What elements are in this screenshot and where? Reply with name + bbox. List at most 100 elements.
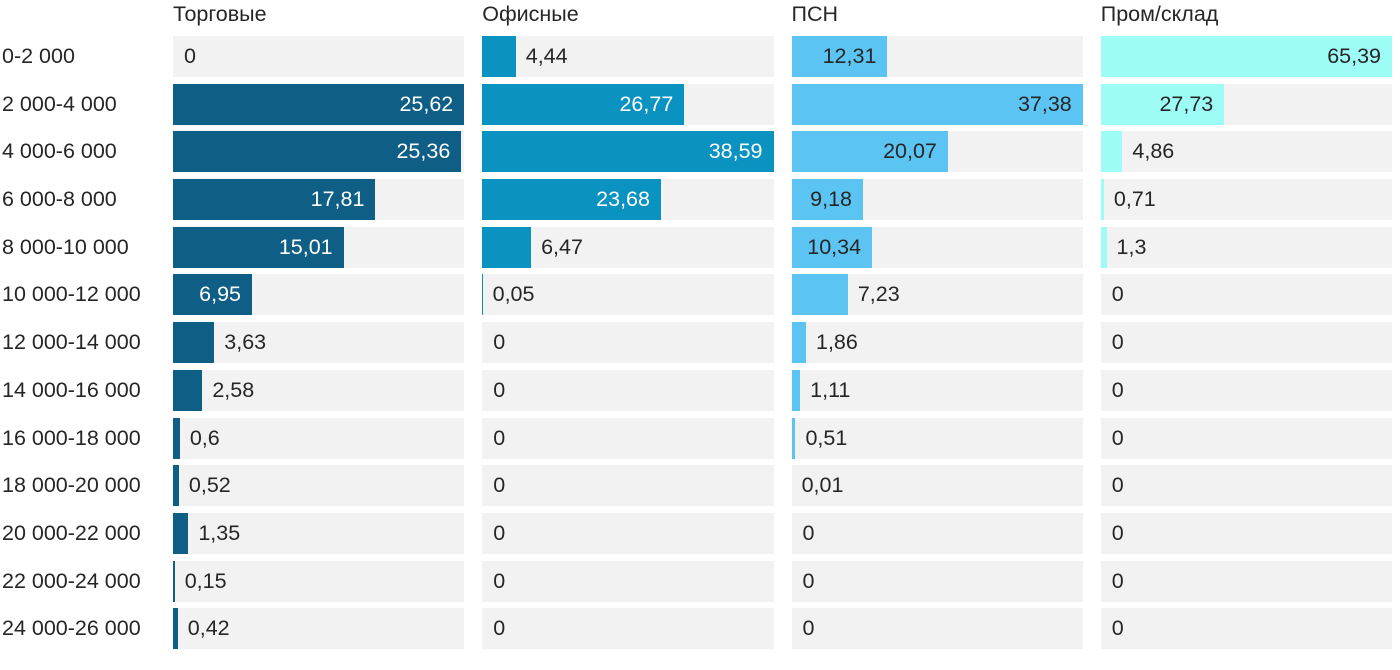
bar-track: 2,58 xyxy=(173,369,465,411)
bar: 10,34 xyxy=(791,226,873,268)
bar-value-label: 6,95 xyxy=(199,282,241,307)
bar-track: 10,34 xyxy=(791,226,1083,268)
bar-value-label: 23,68 xyxy=(596,187,650,212)
bar-track: 0 xyxy=(1100,417,1392,459)
category-label: 18 000-20 000 xyxy=(2,473,141,498)
column-header-ofisnye: Офисные xyxy=(482,2,579,26)
bar-value-label: 0 xyxy=(1111,425,1124,450)
bar: 20,07 xyxy=(791,131,948,173)
bar xyxy=(791,322,806,364)
bar-track: 9,18 xyxy=(791,179,1083,221)
bar-value-label: 26,77 xyxy=(619,91,674,116)
bar-value-label: 7,23 xyxy=(857,282,900,307)
bar-track: 0 xyxy=(791,512,1083,554)
bar-value-label: 0 xyxy=(802,616,815,641)
bar-track: 0 xyxy=(1100,369,1392,411)
bar-track: 3,63 xyxy=(173,322,465,364)
bar-track: 65,39 xyxy=(1100,36,1392,77)
column-header-torgovye: Торговые xyxy=(173,2,267,26)
category-label: 10 000-12 000 xyxy=(2,282,141,307)
bar-value-label: 4,44 xyxy=(525,44,568,68)
bar-track: 6,47 xyxy=(482,226,774,268)
category-label: 14 000-16 000 xyxy=(2,377,141,402)
bar-track: 38,59 xyxy=(482,131,774,173)
bar-value-label: 6,47 xyxy=(541,234,583,259)
bar-value-label: 4,86 xyxy=(1132,139,1175,164)
bar-track: 0 xyxy=(1100,608,1392,650)
bar: 26,77 xyxy=(482,83,685,125)
bar: 25,36 xyxy=(173,131,462,173)
bar: 23,68 xyxy=(482,179,661,221)
bar xyxy=(173,608,178,650)
bar-value-label: 1,11 xyxy=(810,377,851,402)
bar: 12,31 xyxy=(791,36,888,77)
bar xyxy=(173,417,180,459)
bar-value-label: 25,36 xyxy=(396,139,451,164)
bar-track: 0 xyxy=(482,369,774,411)
bar-track: 1,3 xyxy=(1100,226,1392,268)
bar-value-label: 3,63 xyxy=(224,330,267,355)
bar-value-label: 0 xyxy=(1111,473,1124,498)
bar-value-label: 15,01 xyxy=(278,234,333,259)
category-label: 2 000-4 000 xyxy=(2,91,117,116)
bar-track: 0,42 xyxy=(173,608,465,650)
bar-track: 0,51 xyxy=(791,417,1083,459)
bar-track: 6,95 xyxy=(173,274,465,316)
bar-value-label: 0 xyxy=(493,377,506,402)
bar-track: 0,71 xyxy=(1100,179,1392,221)
column-header-prom-sklad: Пром/склад xyxy=(1100,2,1219,26)
bar-track: 0 xyxy=(1100,465,1392,507)
bar-value-label: 0 xyxy=(1111,377,1124,402)
bar-value-label: 0,42 xyxy=(187,616,230,641)
bar-value-label: 12,31 xyxy=(822,44,877,68)
bar xyxy=(173,369,203,411)
bar-value-label: 0 xyxy=(802,520,815,545)
bar-value-label: 27,73 xyxy=(1159,91,1214,116)
bar xyxy=(173,512,189,554)
bar-track: 0 xyxy=(1100,512,1392,554)
bar-chart: Торговые Офисные ПСН Пром/склад 0-2 000 0… xyxy=(0,0,1392,650)
bar xyxy=(173,322,215,364)
bar: 27,73 xyxy=(1100,83,1225,125)
bar xyxy=(791,417,796,459)
bar-track: 0,15 xyxy=(173,560,465,602)
bar-track: 0,6 xyxy=(173,417,465,459)
bar-track: 7,23 xyxy=(791,274,1083,316)
bar-track: 4,44 xyxy=(482,36,774,77)
bar: 65,39 xyxy=(1100,36,1392,77)
corner-spacer xyxy=(0,0,155,36)
bar: 37,38 xyxy=(791,83,1083,125)
bar-track: 37,38 xyxy=(791,83,1083,125)
bar: 25,62 xyxy=(173,83,465,125)
bar xyxy=(1100,179,1104,221)
bar xyxy=(173,560,175,602)
bar-value-label: 17,81 xyxy=(310,187,365,212)
bar-track: 0 xyxy=(791,608,1083,650)
bar-value-label: 0,6 xyxy=(189,425,220,450)
bar-track: 0 xyxy=(482,417,774,459)
bar-track: 0 xyxy=(1100,274,1392,316)
bar-track: 0 xyxy=(482,465,774,507)
bar-value-label: 0,71 xyxy=(1113,187,1156,212)
category-label: 20 000-22 000 xyxy=(2,520,141,545)
bar-track: 0 xyxy=(482,608,774,650)
bar: 38,59 xyxy=(482,131,774,173)
category-label: 6 000-8 000 xyxy=(2,187,117,212)
bar-value-label: 9,18 xyxy=(810,187,853,212)
bar-value-label: 0,52 xyxy=(188,473,231,498)
bar-track: 0,05 xyxy=(482,274,774,316)
bar-track: 12,31 xyxy=(791,36,1083,77)
bar-value-label: 0,05 xyxy=(492,282,535,307)
category-label: 16 000-18 000 xyxy=(2,425,141,450)
bar-track: 17,81 xyxy=(173,179,465,221)
bar-value-label: 38,59 xyxy=(708,139,763,164)
bar-value-label: 0 xyxy=(1111,330,1124,355)
bar-value-label: 0 xyxy=(493,616,506,641)
bar-value-label: 0 xyxy=(493,330,506,355)
bar-value-label: 0,15 xyxy=(184,568,227,593)
bar: 17,81 xyxy=(173,179,376,221)
bar xyxy=(482,36,516,77)
category-label: 0-2 000 xyxy=(2,44,75,68)
bar-value-label: 1,86 xyxy=(815,330,858,355)
bar-track: 0,52 xyxy=(173,465,465,507)
